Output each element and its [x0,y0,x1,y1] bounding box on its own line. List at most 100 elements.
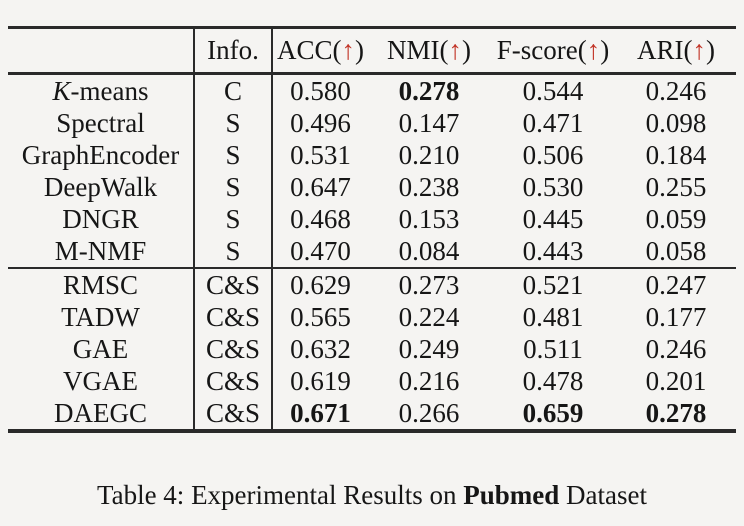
method-cell: DeepWalk [8,171,195,203]
value-cell: 0.531 [290,140,351,170]
method-cell: M-NMF [8,235,195,268]
value-cell: 0.530 [522,172,584,202]
header-metric-acc: ACC(↑) [272,28,368,74]
metric-paren: ) [462,35,471,65]
info-cell: C&S [194,333,273,365]
value-cell: 0.470 [290,236,351,266]
value-cell: 0.278 [398,76,460,106]
table-row: M-NMF S 0.470 0.084 0.443 0.058 [8,235,736,268]
value-cell: 0.153 [398,204,460,234]
value-cell: 0.544 [522,76,584,106]
value-cell: 0.632 [290,334,351,364]
info-cell: C&S [194,397,273,431]
results-table: Info. ACC(↑) NMI(↑) F-score(↑) ARI(↑) K-… [8,26,736,433]
value-cell: 0.273 [398,270,460,300]
table-row: DAEGC C&S 0.671 0.266 0.659 0.278 [8,397,736,431]
value-cell: 0.266 [398,398,460,428]
value-cell: 0.210 [398,140,460,170]
info-cell: S [194,203,273,235]
table-section-combined-info: RMSC C&S 0.629 0.273 0.521 0.247 TADW C&S 0.565 0… [8,268,736,431]
header-metric-ari: ARI(↑) [616,28,736,74]
value-cell: 0.511 [523,334,583,364]
metric-label: F-score( [496,35,587,65]
metric-paren: ) [706,35,715,65]
value-cell: 0.246 [645,76,707,106]
value-cell: 0.521 [522,270,584,300]
table-row: TADW C&S 0.565 0.224 0.481 0.177 [8,301,736,333]
value-cell: 0.481 [522,302,584,332]
value-cell: 0.177 [645,302,707,332]
value-cell: 0.629 [290,270,351,300]
value-cell: 0.443 [522,236,584,266]
value-cell: 0.647 [290,172,351,202]
value-cell: 0.184 [645,140,707,170]
value-cell: 0.249 [398,334,460,364]
value-cell: 0.059 [645,204,707,234]
metric-label: ARI( [637,35,693,65]
info-cell: C&S [194,365,273,397]
method-italic-letter: K [52,76,71,106]
method-cell: DNGR [8,203,195,235]
table-row: DeepWalk S 0.647 0.238 0.530 0.255 [8,171,736,203]
value-cell: 0.098 [645,108,707,138]
value-cell: 0.659 [522,398,584,428]
caption-prefix: Table 4: Experimental Results on [96,480,464,510]
info-cell: C&S [194,268,273,301]
method-cell: RMSC [8,268,195,301]
info-cell: S [194,139,273,171]
paper-table-figure: Info. ACC(↑) NMI(↑) F-score(↑) ARI(↑) K-… [0,26,744,526]
value-cell: 0.216 [398,366,460,396]
caption-dataset: Pubmed [463,480,560,510]
method-cell: Spectral [8,107,195,139]
table-section-single-info: K-means C 0.580 0.278 0.544 0.246 Spectral S 0.4… [8,73,736,268]
table-row: DNGR S 0.468 0.153 0.445 0.059 [8,203,736,235]
info-cell: C&S [194,301,273,333]
value-cell: 0.278 [645,398,707,428]
table-row: VGAE C&S 0.619 0.216 0.478 0.201 [8,365,736,397]
metric-label: ACC( [276,35,342,65]
value-cell: 0.247 [645,270,707,300]
header-row: Info. ACC(↑) NMI(↑) F-score(↑) ARI(↑) [8,27,736,74]
up-arrow-icon: ↑ [341,35,356,65]
method-cell: DAEGC [8,397,195,431]
table-row: RMSC C&S 0.629 0.273 0.521 0.247 [8,268,736,301]
metric-paren: ) [355,35,364,65]
value-cell: 0.246 [645,334,707,364]
caption-suffix: Dataset [559,480,648,510]
table-caption: Table 4: Experimental Results on Pubmed … [0,478,744,512]
up-arrow-icon: ↑ [448,35,463,65]
value-cell: 0.580 [290,76,351,106]
value-cell: 0.496 [290,108,351,138]
value-cell: 0.468 [290,204,351,234]
value-cell: 0.058 [645,236,707,266]
table-row: K-means C 0.580 0.278 0.544 0.246 [8,73,736,107]
header-metric-fscore: F-score(↑) [490,28,616,74]
value-cell: 0.147 [398,108,460,138]
method-cell: TADW [8,301,195,333]
header-info: Info. [194,27,273,74]
value-cell: 0.445 [522,204,584,234]
table-row: GraphEncoder S 0.531 0.210 0.506 0.184 [8,139,736,171]
header-metric-nmi: NMI(↑) [368,28,490,74]
value-cell: 0.671 [290,398,351,428]
info-cell: C [194,73,273,107]
value-cell: 0.471 [522,108,584,138]
metric-paren: ) [600,35,610,65]
up-arrow-icon: ↑ [586,35,601,65]
table-header: Info. ACC(↑) NMI(↑) F-score(↑) ARI(↑) [8,27,736,74]
method-cell: K-means [8,73,195,107]
value-cell: 0.255 [645,172,707,202]
table-row: GAE C&S 0.632 0.249 0.511 0.246 [8,333,736,365]
method-cell: VGAE [8,365,195,397]
value-cell: 0.084 [398,236,460,266]
value-cell: 0.478 [522,366,584,396]
table-row: Spectral S 0.496 0.147 0.471 0.098 [8,107,736,139]
info-cell: S [194,107,273,139]
up-arrow-icon: ↑ [692,35,707,65]
info-cell: S [194,235,273,268]
value-cell: 0.506 [522,140,584,170]
value-cell: 0.565 [290,302,351,332]
header-method-empty [8,27,195,74]
value-cell: 0.201 [645,366,707,396]
metric-label: NMI( [387,35,449,65]
